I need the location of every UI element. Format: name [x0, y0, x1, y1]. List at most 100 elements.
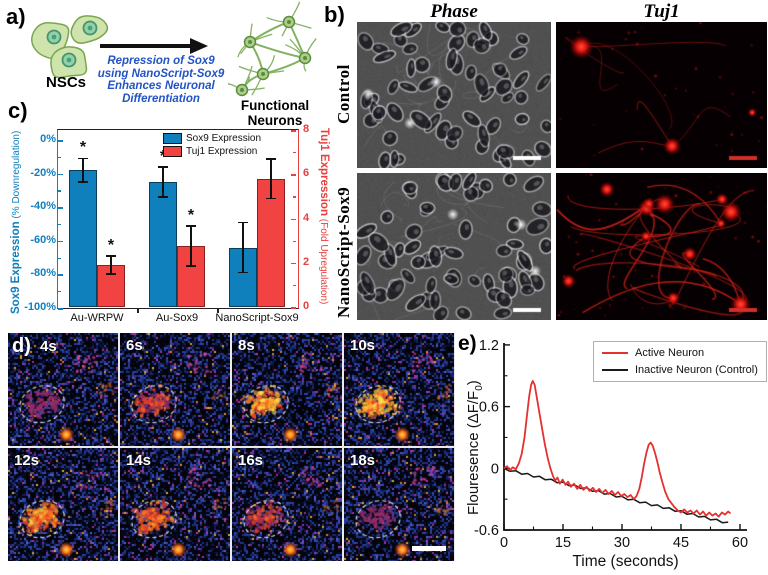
nsc-to-neuron-illustration	[30, 1, 317, 97]
y-axis-title: Flouresence (ΔF/F0)	[465, 380, 485, 515]
error-bar-cap	[78, 157, 88, 160]
left-axis-title: Sox9 Expression (% Downregulation)	[10, 130, 22, 314]
calcium-frame-image	[120, 333, 230, 446]
tuj1-bar-nanoscript-sox9	[257, 178, 285, 307]
legend-line-swatch	[602, 369, 628, 371]
frame-time-label: 18s	[350, 452, 376, 469]
calcium-frame-image	[344, 333, 454, 446]
left-axis-tick-label: -100%	[24, 301, 56, 313]
bottom-axis-tick	[137, 308, 139, 313]
left-axis-tick	[58, 173, 63, 176]
error-bar-cap	[106, 255, 116, 257]
error-bar	[162, 166, 164, 198]
trace-legend: Active Neuron Inactive Neuron (Control)	[593, 341, 767, 382]
left-axis-tick-label: -80%	[30, 267, 56, 280]
row-label-control: Control	[334, 64, 353, 124]
error-bar	[110, 256, 112, 274]
column-header-phase: Phase	[430, 1, 478, 22]
panel-e-label: e)	[458, 332, 477, 355]
frame-time-label: 14s	[126, 452, 152, 469]
right-axis-minor-tick	[293, 196, 296, 198]
chart-frame	[57, 129, 299, 309]
right-axis-minor-tick	[293, 152, 296, 154]
calcium-frame: 6s	[120, 333, 230, 446]
panel-a-label: a)	[6, 4, 26, 29]
left-axis-tick-label: -20%	[30, 166, 56, 179]
left-axis-tick	[58, 140, 63, 142]
significance-star: *	[187, 207, 195, 225]
panel-c-bar-chart: c) 0% -20% -40% -60% -80% -100% 0 2 4 6 8 * * Au-WRPW…	[0, 98, 352, 345]
chart-legend: Sox9 Expression Tuj1 Expression	[163, 133, 261, 157]
error-bar-cap	[186, 225, 196, 227]
left-axis-tick-label: -60%	[30, 233, 56, 246]
error-bar	[82, 158, 84, 182]
arrow-caption-line: Repression of Sox9	[107, 55, 215, 67]
calcium-frame: 10s	[344, 333, 454, 446]
svg-text:45: 45	[673, 535, 689, 551]
phase-image-control	[357, 22, 551, 168]
column-header-tuj1: Tuj1	[643, 1, 680, 22]
left-axis-tick	[58, 240, 63, 243]
left-axis-minor-tick	[58, 190, 61, 192]
right-axis-tick	[291, 307, 296, 309]
frame-time-label: 12s	[14, 452, 40, 469]
left-axis-tick	[58, 274, 63, 276]
svg-text:Time (seconds): Time (seconds)	[572, 553, 678, 570]
calcium-frame: 18s	[344, 448, 454, 561]
frame-time-label: 10s	[350, 337, 376, 354]
legend-item: Sox9 Expression	[163, 133, 261, 144]
panel-d-label: d)	[12, 335, 31, 357]
left-axis-tick-label: -40%	[30, 200, 56, 213]
right-axis-tick-label: 0	[303, 300, 310, 312]
svg-text:0: 0	[491, 461, 499, 477]
sox9-bar-au-sox9	[149, 182, 177, 307]
svg-text:60: 60	[732, 535, 748, 551]
left-axis-tick-label: 0%	[40, 133, 56, 145]
right-axis-tick	[291, 218, 296, 221]
right-axis-minor-tick	[293, 240, 296, 242]
calcium-frame: 12s	[8, 448, 118, 561]
scale-bar	[412, 546, 446, 551]
error-bar-cap	[158, 166, 168, 168]
sox9-bar-au-wrpw	[69, 170, 97, 307]
right-axis-tick-label: 6	[303, 167, 310, 180]
right-axis-tick	[291, 262, 296, 265]
legend-item: Active Neuron	[602, 347, 758, 359]
calcium-frame: d) 4s	[8, 333, 118, 446]
error-bar	[270, 158, 272, 199]
calcium-frame: 8s	[232, 333, 342, 446]
tuj1-bar-au-sox9	[177, 246, 205, 307]
error-bar-cap	[78, 181, 88, 183]
left-axis-minor-tick	[58, 224, 61, 226]
arrow-caption-line: Differentiation	[122, 92, 200, 105]
svg-text:0.6: 0.6	[479, 400, 499, 416]
svg-text:30: 30	[614, 535, 630, 551]
right-axis-minor-tick	[293, 284, 296, 287]
category-label: NanoScript-Sox9	[215, 312, 299, 324]
arrow-caption-line: using NanoScript-Sox9	[97, 67, 225, 80]
error-bar-cap	[266, 197, 276, 200]
error-bar	[242, 222, 244, 273]
error-bar-cap	[238, 221, 248, 224]
legend-label: Inactive Neuron (Control)	[635, 364, 758, 376]
error-bar-cap	[158, 196, 168, 198]
panel-c-label: c)	[8, 98, 28, 123]
panel-b-microscopy: b) Phase Tuj1 Control NanoScript-Sox9	[320, 0, 768, 330]
tuj1-image-control	[556, 22, 767, 168]
category-label: Au-WRPW	[70, 312, 124, 324]
right-axis-tick-label: 4	[303, 211, 310, 224]
legend-item: Tuj1 Expression	[163, 146, 261, 157]
bottom-axis-tick	[217, 308, 219, 313]
significance-star: *	[156, 148, 170, 166]
legend-line-swatch	[602, 352, 628, 354]
calcium-frame-image	[232, 333, 342, 446]
right-axis-tick	[291, 174, 296, 176]
legend-swatch	[163, 146, 182, 157]
significance-star: *	[79, 139, 87, 157]
svg-text:-0.6: -0.6	[474, 523, 499, 539]
right-axis-tick-label: 8	[303, 123, 310, 135]
calcium-frame-image	[120, 448, 230, 561]
right-axis-tick	[291, 130, 296, 132]
error-bar	[190, 226, 192, 267]
